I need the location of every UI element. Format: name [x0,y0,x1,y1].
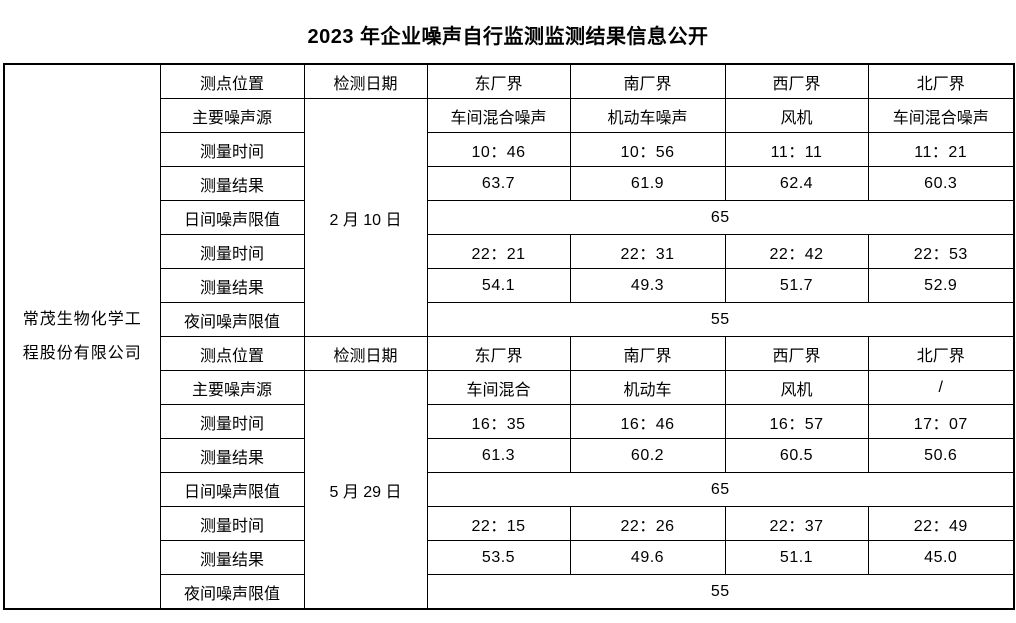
night-time-south: 22：31 [569,234,726,269]
night-result-south: 49.3 [569,268,726,303]
day-time-south: 10：56 [569,132,726,167]
table-row: 测量结果 53.5 49.6 51.1 45.0 [4,540,1015,575]
night-time-south: 22：26 [569,506,726,541]
table-row: 测量时间 22：21 22：31 22：42 22：53 [4,234,1015,269]
day-result-east: 63.7 [426,166,571,201]
table-row: 主要噪声源 2 月 10 日 车间混合噪声 机动车噪声 风机 车间混合噪声 [4,98,1015,337]
label-detect-date: 检测日期 [303,336,428,371]
day-result-north: 60.3 [867,166,1015,201]
table-row: 夜间噪声限值 55 [4,302,1015,337]
day-time-north: 11：21 [867,132,1015,167]
table-row: 常茂生物化学工程股份有限公司 测点位置 检测日期 东厂界 南厂界 西厂界 北厂界 [3,63,1015,610]
night-time-north: 22：53 [867,234,1015,269]
table-row: 测量时间 16：35 16：46 16：57 17：07 [4,404,1015,439]
page-title: 2023 年企业噪声自行监测监测结果信息公开 [307,26,709,48]
boundary-header-east: 东厂界 [426,336,571,371]
detect-date-value: 5 月 29 日 [303,370,428,610]
label-time: 测量时间 [159,234,305,269]
day-time-west: 16：57 [724,404,869,439]
boundary-header-west: 西厂界 [724,63,869,99]
source-cell-south: 机动车 [569,370,726,405]
day-limit-value: 65 [426,472,1015,507]
night-time-east: 22：21 [426,234,571,269]
table-row: 测量结果 54.1 49.3 51.7 52.9 [4,268,1015,303]
source-cell-south: 机动车噪声 [569,98,726,133]
label-result: 测量结果 [159,540,305,575]
label-result: 测量结果 [159,166,305,201]
night-time-east: 22：15 [426,506,571,541]
boundary-header-north: 北厂界 [867,336,1015,371]
label-night-limit: 夜间噪声限值 [159,302,305,337]
day-limit-value: 65 [426,200,1015,235]
label-result: 测量结果 [159,438,305,473]
label-source: 主要噪声源 [159,370,305,405]
day-time-east: 10：46 [426,132,571,167]
day-time-south: 16：46 [569,404,726,439]
table-row: 测量时间 10：46 10：56 11：11 11：21 [4,132,1015,167]
label-source: 主要噪声源 [159,98,305,133]
night-result-west: 51.7 [724,268,869,303]
night-limit-value: 55 [426,302,1015,337]
boundary-header-north: 北厂界 [867,63,1015,99]
day-result-west: 60.5 [724,438,869,473]
day-time-north: 17：07 [867,404,1015,439]
night-limit-value: 55 [426,574,1015,610]
night-result-east: 54.1 [426,268,571,303]
label-day-limit: 日间噪声限值 [159,472,305,507]
label-time: 测量时间 [159,132,305,167]
night-result-west: 51.1 [724,540,869,575]
source-cell-north: / [867,370,1015,405]
company-name: 常茂生物化学工程股份有限公司 [22,310,142,362]
boundary-header-west: 西厂界 [724,336,869,371]
source-cell-east: 车间混合噪声 [426,98,571,133]
noise-monitoring-table: 常茂生物化学工程股份有限公司 测点位置 检测日期 东厂界 南厂界 西厂界 北厂界… [3,63,1015,610]
label-time: 测量时间 [159,404,305,439]
night-result-north: 45.0 [867,540,1015,575]
boundary-header-south: 南厂界 [569,336,726,371]
label-time: 测量时间 [159,506,305,541]
boundary-header-east: 东厂界 [426,63,571,99]
source-cell-east: 车间混合 [426,370,571,405]
night-result-east: 53.5 [426,540,571,575]
label-night-limit: 夜间噪声限值 [159,574,305,610]
day-result-south: 61.9 [569,166,726,201]
table-row: 夜间噪声限值 55 [4,574,1015,610]
day-result-east: 61.3 [426,438,571,473]
night-time-north: 22：49 [867,506,1015,541]
night-result-north: 52.9 [867,268,1015,303]
day-time-west: 11：11 [724,132,869,167]
day-result-west: 62.4 [724,166,869,201]
label-detect-date: 检测日期 [303,63,428,99]
day-result-south: 60.2 [569,438,726,473]
night-result-south: 49.6 [569,540,726,575]
source-cell-west: 风机 [724,370,869,405]
night-time-west: 22：37 [724,506,869,541]
label-result: 测量结果 [159,268,305,303]
day-result-north: 50.6 [867,438,1015,473]
day-time-east: 16：35 [426,404,571,439]
source-cell-west: 风机 [724,98,869,133]
source-cell-north: 车间混合噪声 [867,98,1015,133]
company-name-cell: 常茂生物化学工程股份有限公司 [3,63,161,610]
label-point: 测点位置 [159,63,305,99]
night-time-west: 22：42 [724,234,869,269]
label-point: 测点位置 [159,336,305,371]
detect-date-value: 2 月 10 日 [303,98,428,337]
label-day-limit: 日间噪声限值 [159,200,305,235]
table-row: 主要噪声源 5 月 29 日 车间混合 机动车 风机 / [4,370,1015,610]
boundary-header-south: 南厂界 [569,63,726,99]
table-row: 测量结果 63.7 61.9 62.4 60.3 [4,166,1015,201]
